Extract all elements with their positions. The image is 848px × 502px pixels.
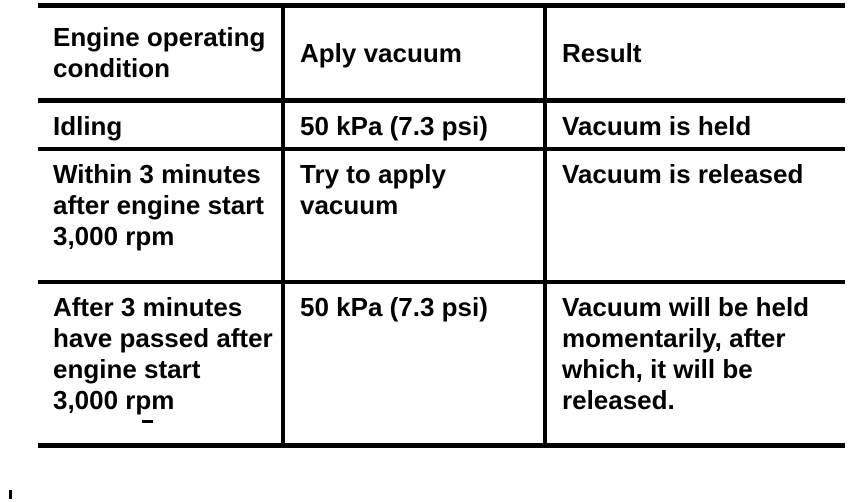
- cell-result: Vacuum is released: [545, 149, 845, 284]
- vacuum-test-spec-table: Engine operating condition Aply vacuum R…: [38, 3, 845, 448]
- table-row-after-3-minutes: After 3 minutes have passed after engine…: [38, 282, 845, 446]
- cell-condition: After 3 minutes have passed after engine…: [38, 282, 285, 446]
- scan-artifact-mark: [9, 490, 12, 499]
- cell-vacuum: 50 kPa (7.3 psi): [283, 282, 547, 446]
- scan-artifact-mark: [142, 420, 153, 423]
- header-cell-apply-vacuum: Aply vacuum: [283, 5, 547, 103]
- table-row-idling: Idling 50 kPa (7.3 psi) Vacuum is held: [38, 100, 845, 151]
- cell-condition: Idling: [38, 100, 285, 151]
- header-cell-result: Result: [545, 5, 845, 103]
- cell-vacuum: Try to apply vacuum: [283, 149, 547, 284]
- cell-result: Vacuum will be held momentarily, after w…: [562, 292, 810, 415]
- table-row-within-3-minutes: Within 3 minutes after engine start 3,00…: [38, 149, 845, 284]
- cell-result: Vacuum is held: [545, 100, 845, 151]
- header-cell-engine-operating-condition: Engine operating condition: [38, 5, 285, 103]
- cell-vacuum: 50 kPa (7.3 psi): [283, 100, 547, 151]
- cell-condition: Within 3 minutes after engine start 3,00…: [38, 149, 285, 284]
- table-header-row: Engine operating condition Aply vacuum R…: [38, 5, 845, 103]
